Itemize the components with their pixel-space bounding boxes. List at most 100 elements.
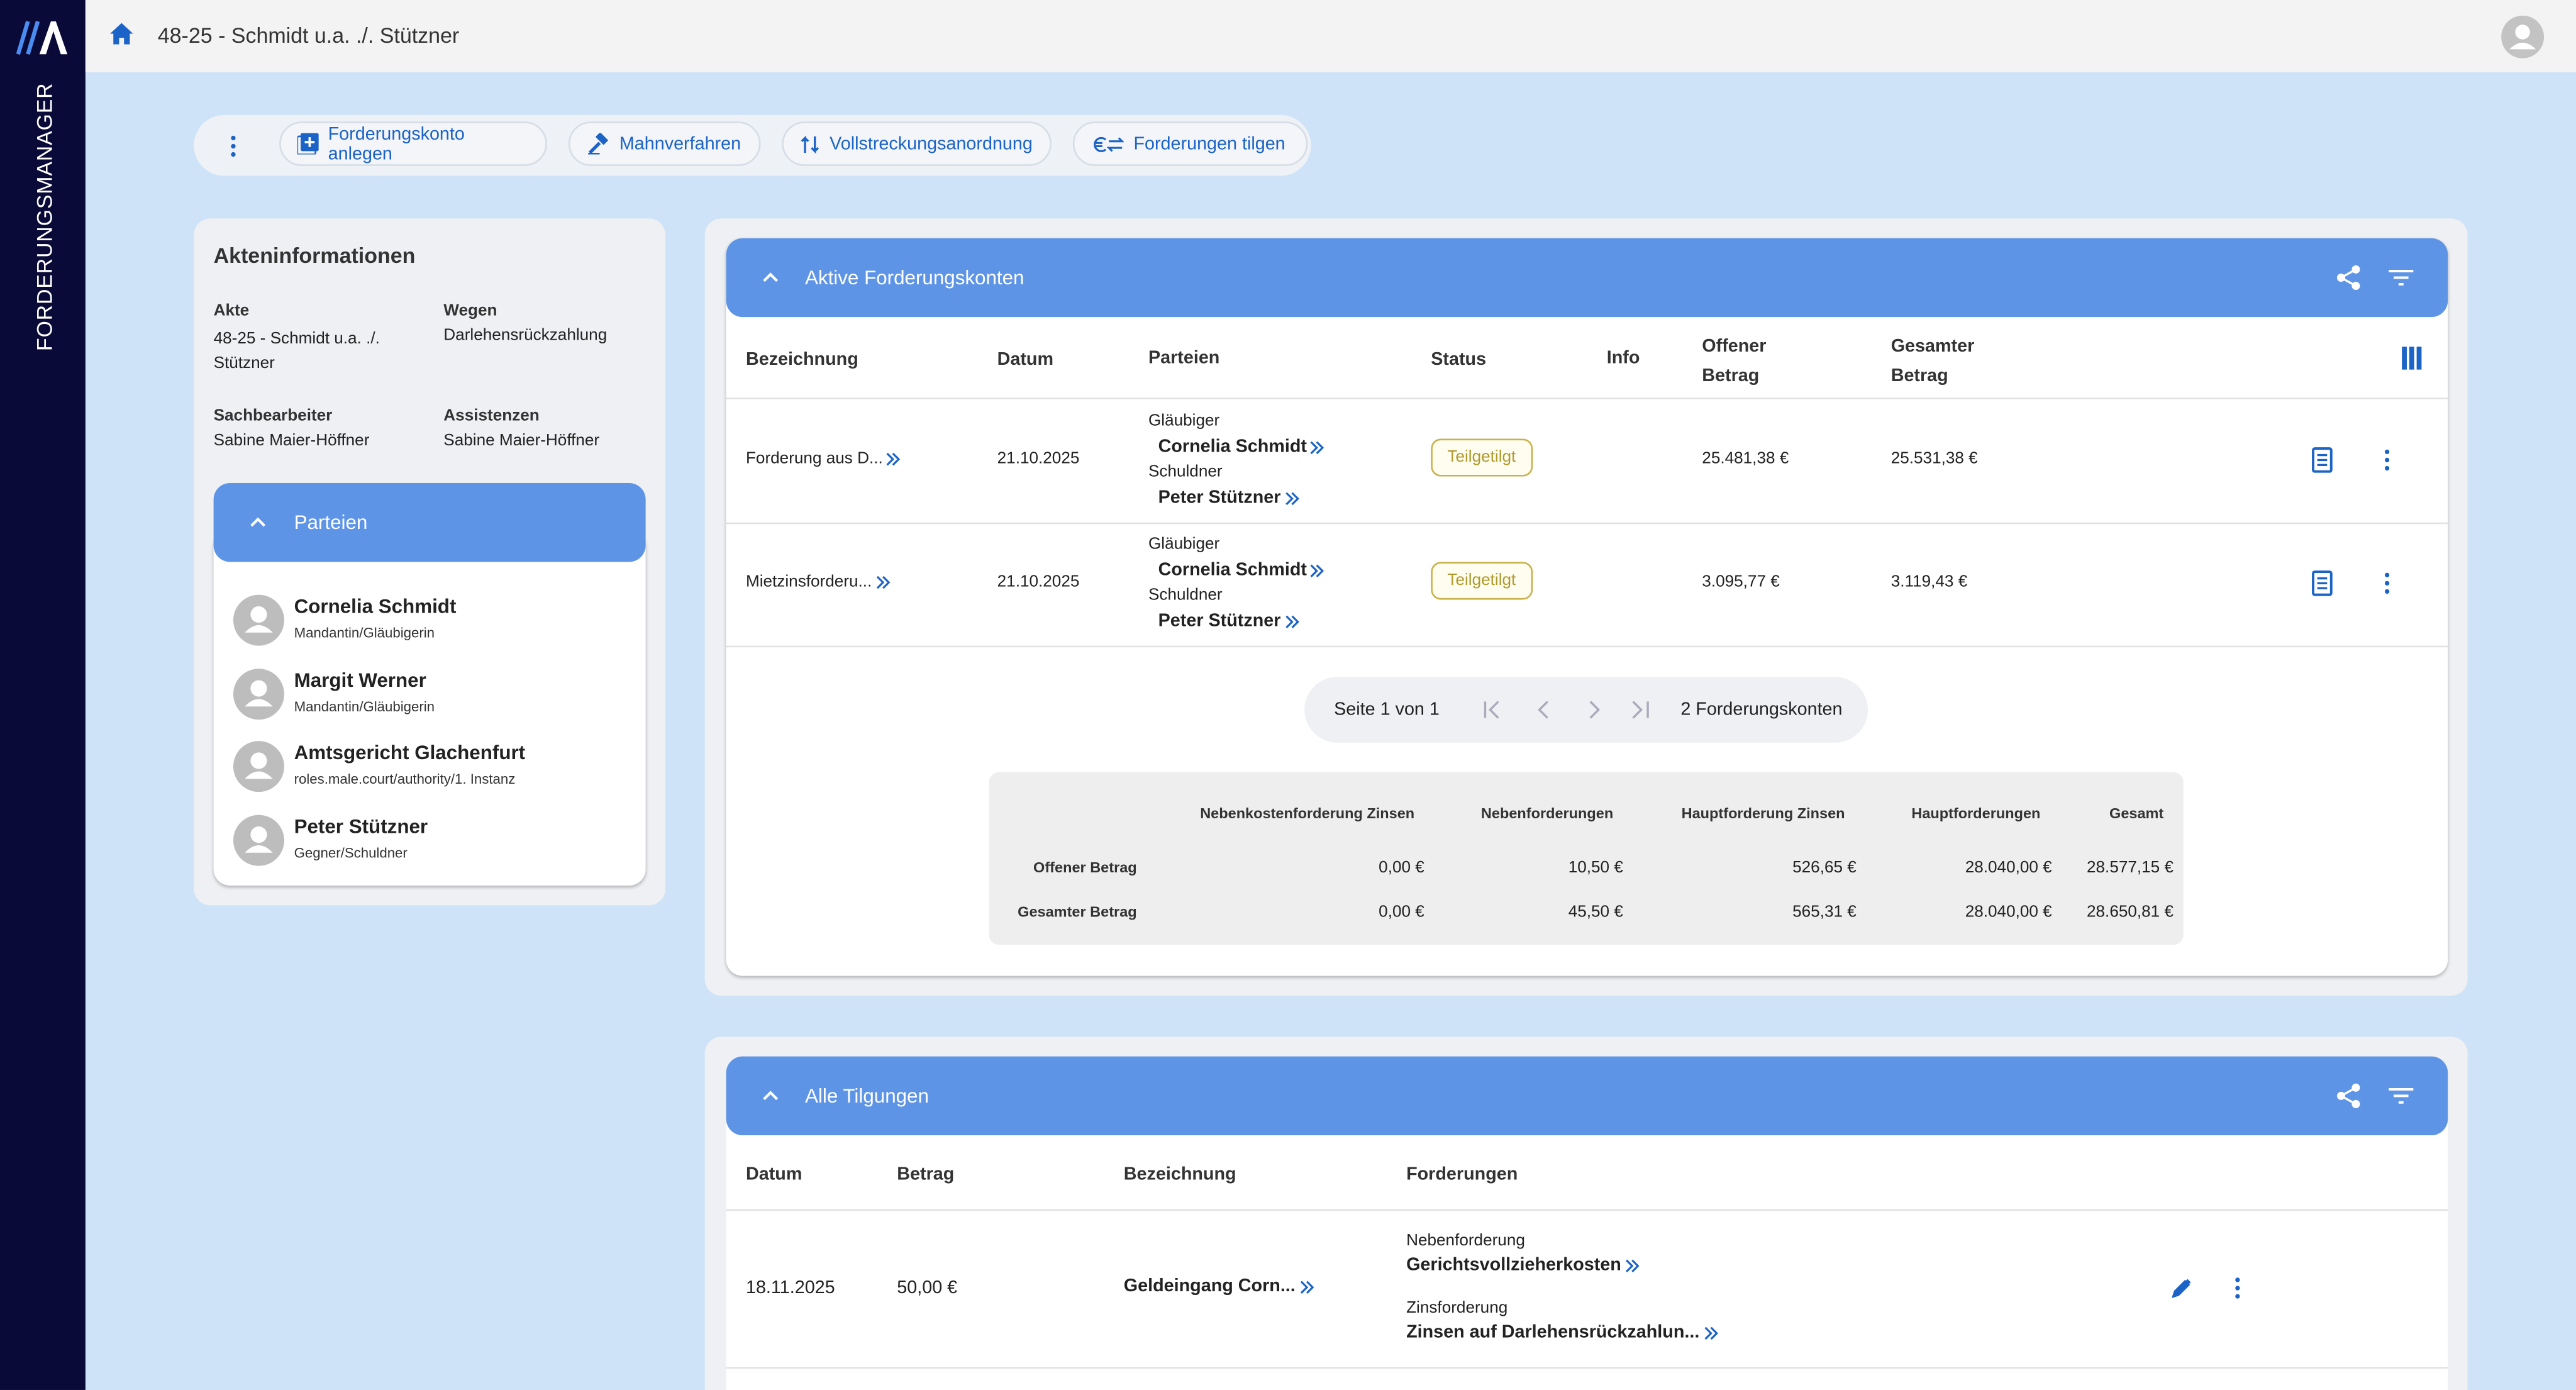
parteien-header[interactable]: Parteien	[213, 483, 646, 562]
path	[1625, 1259, 1640, 1272]
summary-value: 28.040,00 €	[1965, 903, 2052, 922]
header: 48-25 - Schmidt u.a. ./. Stützner	[85, 0, 2576, 72]
action-button[interactable]: Forderungskonto anlegen	[279, 121, 547, 166]
document-icon[interactable]	[2311, 447, 2576, 694]
circle	[231, 152, 236, 157]
section-header[interactable]: Alle Tilgungen	[726, 1056, 2448, 1136]
summary-table: Nebenkostenforderung Zinsen Nebenforderun…	[989, 772, 2184, 945]
link[interactable]: Peter Stützner	[1158, 611, 1299, 631]
text: 25.481,38 €	[1702, 450, 1789, 469]
g	[1484, 701, 1649, 719]
document-icon[interactable]	[2311, 570, 2576, 816]
text: Datum	[745, 1165, 802, 1185]
pager-buttons[interactable]	[1482, 700, 1662, 720]
text: Peter Stützner	[1158, 487, 1281, 508]
path	[1285, 491, 1299, 504]
more-icon[interactable]	[2384, 448, 2390, 472]
logo[interactable]	[16, 19, 69, 55]
filter-icon[interactable]	[2389, 1087, 2414, 1104]
text: 18.11.2025	[745, 1278, 835, 1298]
link[interactable]: Cornelia Schmidt	[1158, 560, 1325, 580]
text: Gläubiger	[1148, 535, 1220, 554]
circle	[2384, 449, 2390, 455]
summary-header: Nebenkostenforderung Zinsen	[1200, 805, 1415, 822]
text: 2 Forderungskonten	[1680, 699, 1843, 720]
path	[1484, 701, 1499, 719]
a	[763, 272, 779, 282]
avatar	[233, 814, 284, 865]
more-icon[interactable]	[2384, 572, 2390, 595]
text: Gerichtsvollzieherkosten	[1406, 1255, 1621, 1276]
text: Aktive Forderungskonten	[805, 266, 1024, 289]
section-header[interactable]: Aktive Forderungskonten	[726, 238, 2448, 318]
path	[245, 771, 273, 779]
path	[245, 625, 273, 633]
user-avatar[interactable]	[2501, 15, 2545, 60]
link[interactable]: Cornelia Schmidt	[1158, 437, 1325, 457]
path	[876, 575, 890, 589]
path	[763, 272, 779, 282]
path	[1704, 1326, 1718, 1339]
toolbar: Forderungskonto anlegen Mahnverfahren Vo…	[194, 114, 1311, 176]
share-icon[interactable]	[2336, 1082, 2361, 1109]
text: Forderungen	[1406, 1165, 1518, 1185]
share-icon[interactable]	[2336, 265, 2361, 291]
path	[39, 21, 68, 55]
text: Cornelia Schmidt	[1158, 436, 1307, 457]
path	[110, 23, 133, 45]
text: Mahnverfahren	[619, 133, 741, 154]
path	[1538, 701, 1548, 719]
party-name[interactable]: Peter Stützner	[294, 814, 428, 837]
sidebar: FORDERUNGSMANAGER	[0, 0, 86, 1390]
text: Bezeichnung	[1123, 1165, 1236, 1185]
summary-header: Gesamt	[2109, 805, 2164, 822]
text: Info	[1606, 348, 1640, 369]
action-button[interactable]: Mahnverfahren	[568, 121, 761, 166]
text: Peter Stützner	[1158, 611, 1281, 631]
a	[250, 517, 266, 527]
chevron-icon	[1625, 1259, 1640, 1272]
text: Seite 1 von 1	[1334, 699, 1440, 720]
avatar	[233, 667, 284, 719]
summary-value: 45,50 €	[1568, 903, 1623, 922]
link[interactable]: Zinsen auf Darlehensrückzahlun...	[1406, 1323, 1718, 1342]
action-button[interactable]: Forderungen tilgen	[1072, 121, 1308, 166]
link[interactable]: Mietzinsforderu...	[746, 574, 890, 591]
svg	[1094, 136, 1124, 152]
more-icon[interactable]	[230, 135, 236, 158]
parteien-list	[213, 530, 646, 886]
link[interactable]: Gerichtsvollzieherkosten	[1406, 1255, 1640, 1276]
link[interactable]: Peter Stützner	[1158, 488, 1299, 508]
text: 50,00 €	[897, 1278, 958, 1298]
party-name[interactable]: Margit Werner	[294, 667, 426, 691]
breadcrumb[interactable]: 48-25 - Schmidt u.a. ./. Stützner	[157, 23, 460, 48]
avatar	[233, 741, 284, 792]
text: Parteien	[1148, 348, 1220, 369]
summary-value: 10,50 €	[1568, 859, 1623, 877]
text: Vollstreckungsanordnung	[830, 133, 1033, 154]
party-name[interactable]: Cornelia Schmidt	[294, 594, 457, 618]
a	[726, 1367, 2448, 1369]
summary-header: Nebenforderungen	[1480, 805, 1614, 822]
path	[2338, 1086, 2357, 1105]
text: Forderungen tilgen	[1133, 133, 1285, 154]
rect	[2402, 347, 2407, 370]
columns-icon[interactable]	[2402, 347, 2422, 370]
filter-icon[interactable]	[2389, 269, 2414, 286]
text: Zinsforderung	[1406, 1299, 1508, 1318]
link[interactable]: Forderung aus D...	[746, 450, 901, 468]
summary-row-label: Gesamter Betrag	[1018, 903, 1137, 920]
circle	[231, 135, 236, 141]
link[interactable]: Geldeingang Corn...	[1124, 1277, 1314, 1296]
circle	[250, 606, 267, 623]
text: Nebenforderung	[1406, 1232, 1525, 1250]
rect	[2416, 347, 2422, 370]
path	[2317, 453, 2328, 466]
more-icon[interactable]	[2235, 1277, 2241, 1300]
edit-icon[interactable]	[2172, 1278, 2191, 1298]
party-name[interactable]: Amtsgericht Glachenfurt	[294, 741, 526, 764]
action-button[interactable]: Vollstreckungsanordnung	[782, 121, 1052, 166]
home-icon[interactable]	[108, 21, 135, 46]
circle	[231, 143, 236, 149]
